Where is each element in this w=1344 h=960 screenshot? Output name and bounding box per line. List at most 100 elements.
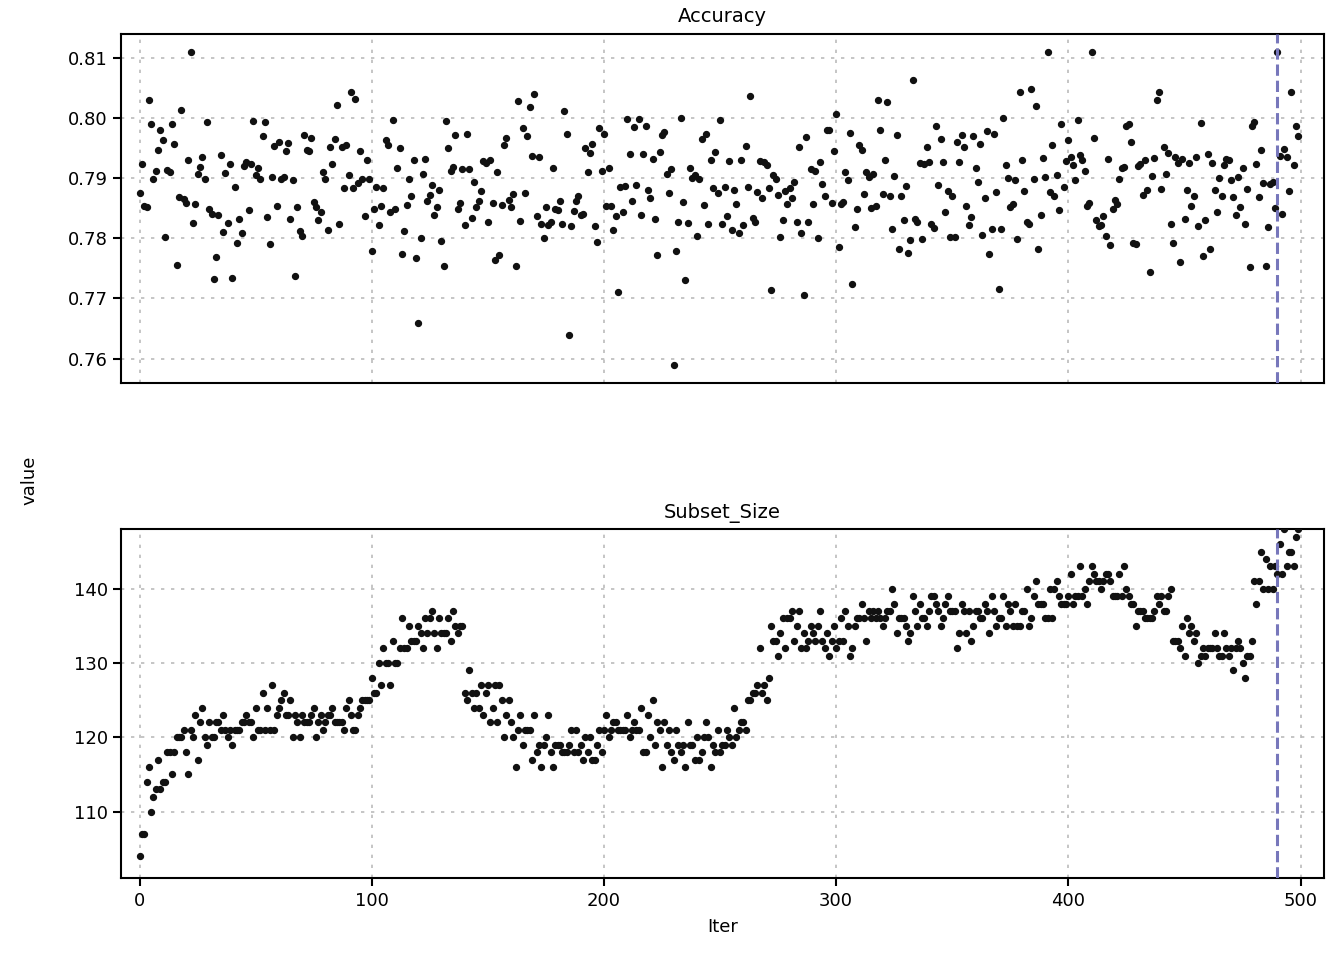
Point (953, 603, 974, 618)
Point (345, 722, 367, 737)
Point (439, 633, 461, 648)
Point (449, 618, 470, 634)
Point (1214, 626, 1235, 641)
Point (1223, 189, 1245, 204)
Point (359, 171, 380, 186)
Point (496, 708, 517, 723)
Point (1074, 163, 1095, 179)
Point (723, 182, 745, 198)
Point (1173, 211, 1195, 227)
Point (336, 700, 358, 715)
Point (1157, 588, 1179, 604)
Point (180, 722, 202, 737)
Point (755, 157, 777, 173)
Point (528, 149, 550, 164)
Point (429, 182, 450, 198)
Point (860, 611, 882, 626)
Point (298, 715, 320, 731)
Point (882, 581, 903, 596)
Point (1192, 248, 1214, 263)
Point (1019, 618, 1040, 634)
Point (1001, 618, 1023, 634)
Point (1195, 648, 1216, 663)
Point (175, 744, 196, 759)
Point (526, 208, 547, 224)
Point (1125, 236, 1146, 252)
Point (767, 648, 789, 663)
Point (694, 730, 715, 745)
Point (621, 193, 642, 208)
Point (579, 730, 601, 745)
Point (276, 708, 297, 723)
Point (1042, 611, 1063, 626)
Point (821, 196, 843, 211)
Point (1163, 633, 1184, 648)
Point (500, 199, 521, 214)
Point (1032, 151, 1054, 166)
Point (719, 730, 741, 745)
Point (726, 197, 747, 212)
Point (700, 759, 722, 775)
Point (927, 603, 949, 618)
Point (934, 204, 956, 220)
Point (1288, 521, 1309, 537)
Point (1258, 220, 1279, 235)
Point (614, 722, 636, 737)
Point (591, 744, 613, 759)
Point (660, 161, 681, 177)
Point (1000, 200, 1021, 215)
Point (1179, 626, 1200, 641)
Point (710, 744, 731, 759)
Point (659, 185, 680, 201)
Point (1111, 588, 1133, 604)
Point (1236, 648, 1258, 663)
Point (317, 708, 339, 723)
Point (984, 603, 1005, 618)
Point (1097, 566, 1118, 582)
Point (266, 708, 288, 723)
Point (1052, 179, 1074, 194)
Point (577, 164, 598, 180)
Point (1078, 195, 1099, 210)
Point (547, 202, 569, 217)
Point (503, 730, 524, 745)
Point (491, 197, 512, 212)
Point (763, 168, 785, 183)
Point (159, 164, 180, 180)
Point (1007, 231, 1028, 247)
Point (1224, 207, 1246, 223)
Point (544, 737, 566, 753)
Point (1128, 603, 1149, 618)
Point (991, 611, 1012, 626)
Point (630, 207, 652, 223)
Point (656, 737, 677, 753)
Point (1285, 529, 1306, 544)
Point (898, 246, 919, 261)
Point (818, 122, 840, 137)
Point (728, 225, 750, 240)
Point (200, 206, 222, 222)
Point (477, 678, 499, 693)
Point (270, 692, 292, 708)
Point (426, 640, 448, 656)
Point (851, 142, 872, 157)
Point (445, 128, 466, 143)
Point (933, 155, 954, 170)
Point (985, 184, 1007, 200)
Point (704, 144, 726, 159)
Point (521, 752, 543, 767)
Point (554, 104, 575, 119)
Point (905, 211, 926, 227)
Point (500, 715, 521, 731)
Point (224, 722, 246, 737)
Point (331, 139, 352, 155)
Point (310, 204, 332, 219)
Point (754, 678, 775, 693)
Point (372, 180, 394, 196)
Point (847, 202, 868, 217)
Point (943, 229, 965, 245)
Point (228, 211, 250, 227)
Point (439, 163, 461, 179)
Point (298, 143, 320, 158)
Point (646, 715, 668, 731)
